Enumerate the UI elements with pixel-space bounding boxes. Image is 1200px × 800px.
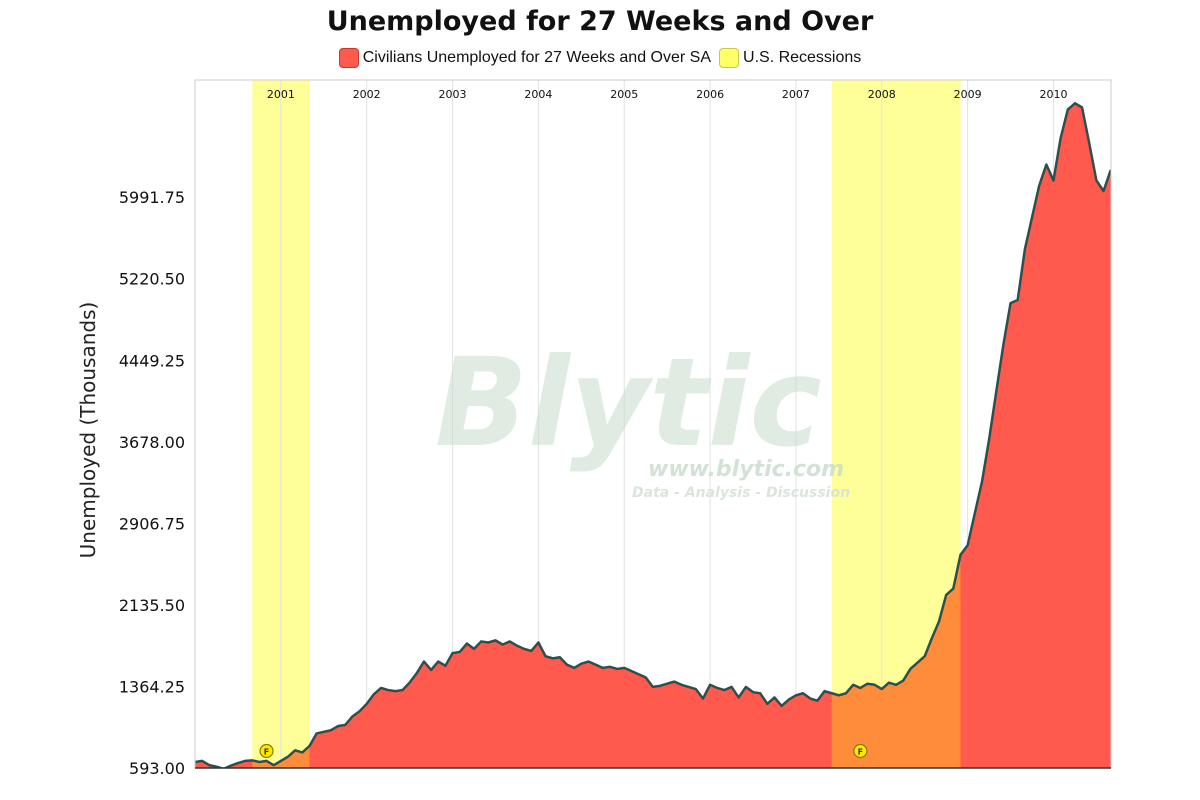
series-area-recession-overlay <box>831 554 961 768</box>
series-area-unemployed <box>195 103 1111 768</box>
watermark-tagline: Data - Analysis - Discussion <box>632 485 850 501</box>
x-tick-label: 2001 <box>267 88 295 101</box>
annotation-marker-label: F <box>858 748 863 757</box>
legend-item-unemployed[interactable]: Civilians Unemployed for 27 Weeks and Ov… <box>338 48 712 68</box>
y-tick-label: 5991.75 <box>119 188 185 207</box>
x-tick-label: 2007 <box>782 88 810 101</box>
watermark-brand: Blytic <box>435 332 822 474</box>
x-tick-label: 2005 <box>610 88 638 101</box>
legend-swatch-recessions <box>719 48 740 68</box>
x-tick-label: 2003 <box>439 88 467 101</box>
annotation-marker[interactable]: F <box>853 743 868 759</box>
legend-item-recessions[interactable]: U.S. Recessions <box>719 48 861 68</box>
y-tick-label: 2906.75 <box>119 514 185 533</box>
chart-title: Unemployed for 27 Weeks and Over <box>326 6 874 37</box>
watermark-url: www.blytic.com <box>648 457 844 482</box>
x-tick-label: 2008 <box>868 88 896 101</box>
annotation-marker-circle <box>259 743 274 759</box>
x-tick-label: 2009 <box>954 88 982 101</box>
x-tick-label: 2010 <box>1039 88 1067 101</box>
x-tick-label: 2006 <box>696 88 724 101</box>
y-tick-label: 5220.50 <box>119 270 185 289</box>
legend-label-recessions: U.S. Recessions <box>743 49 862 66</box>
annotation-marker-label: F <box>264 748 269 757</box>
x-tick-label: 2004 <box>524 88 552 101</box>
y-tick-label: 2135.50 <box>119 596 185 615</box>
legend-swatch-unemployed <box>338 48 359 68</box>
series-line-unemployed <box>195 102 1111 768</box>
legend-label-unemployed: Civilians Unemployed for 27 Weeks and Ov… <box>362 49 712 66</box>
x-tick-label: 2002 <box>353 88 381 101</box>
legend: Civilians Unemployed for 27 Weeks and Ov… <box>0 48 1200 68</box>
y-tick-label: 4449.25 <box>119 351 185 370</box>
annotation-marker-circle <box>853 743 868 759</box>
y-tick-label: 3678.00 <box>119 433 185 452</box>
annotation-marker[interactable]: F <box>259 743 274 759</box>
y-tick-label: 593.00 <box>129 759 185 778</box>
y-tick-label: 1364.25 <box>119 677 185 696</box>
